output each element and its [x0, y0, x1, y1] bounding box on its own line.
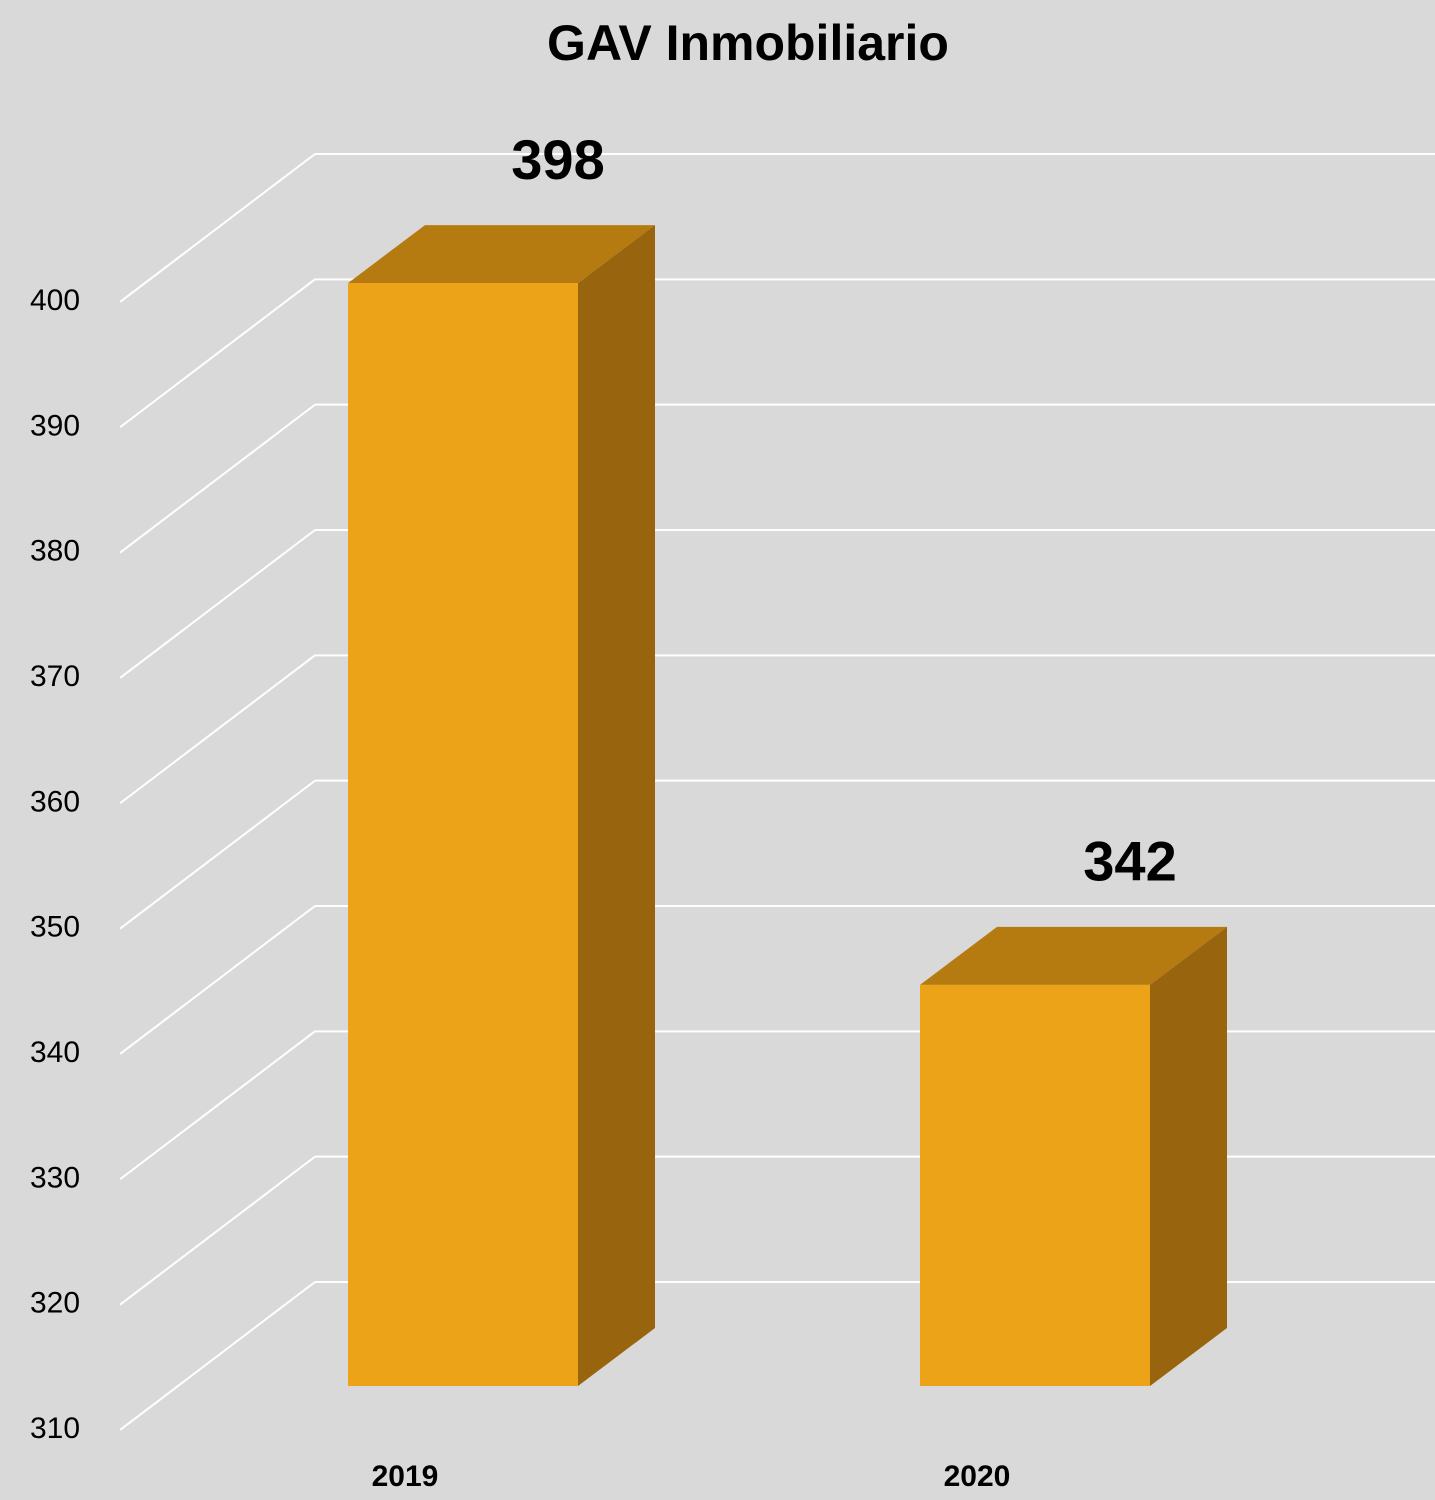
grid-line [119, 779, 316, 930]
bar-side [1150, 926, 1227, 1386]
chart-title: GAV Inmobiliario [547, 15, 949, 71]
grid-line [119, 1030, 316, 1181]
x-tick-label: 2020 [944, 1460, 1011, 1493]
y-tick-label: 390 [30, 409, 80, 442]
grid-line [119, 529, 316, 679]
grid-line [119, 654, 316, 805]
y-tick-label: 380 [30, 535, 80, 568]
y-tick-label: 310 [30, 1412, 80, 1445]
grid-line [119, 905, 316, 1055]
bar-side [578, 225, 655, 1387]
y-tick-label: 360 [30, 785, 80, 818]
grid-line [119, 1281, 316, 1431]
y-tick-label: 400 [30, 284, 80, 317]
bar [348, 283, 578, 1387]
data-label: 342 [1083, 830, 1176, 893]
y-tick-label: 370 [30, 660, 80, 693]
grid-line [119, 153, 316, 303]
y-tick-label: 320 [30, 1287, 80, 1320]
x-tick-label: 2019 [372, 1460, 439, 1493]
data-label: 398 [511, 128, 604, 191]
grid-line [119, 278, 316, 429]
grid-line [119, 1155, 316, 1306]
y-tick-label: 330 [30, 1161, 80, 1194]
bar-top [348, 225, 655, 284]
bar-top [920, 926, 1227, 985]
y-tick-label: 350 [30, 911, 80, 944]
bar [920, 984, 1150, 1386]
grid-line [119, 403, 316, 554]
y-tick-label: 340 [30, 1036, 80, 1069]
